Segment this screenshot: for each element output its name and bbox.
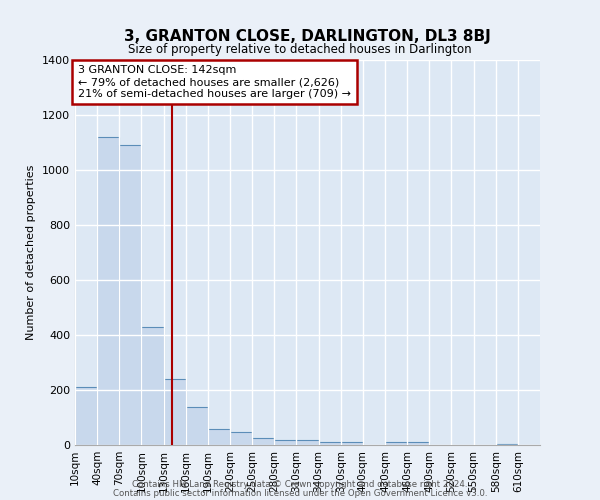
Bar	[164, 379, 186, 445]
Bar	[142, 327, 164, 445]
Y-axis label: Number of detached properties: Number of detached properties	[26, 165, 37, 340]
Bar	[319, 442, 341, 445]
Bar	[119, 145, 142, 445]
Bar	[407, 442, 429, 445]
Bar	[385, 442, 407, 445]
Text: Contains public sector information licensed under the Open Government Licence v3: Contains public sector information licen…	[113, 488, 487, 498]
Text: 3 GRANTON CLOSE: 142sqm
← 79% of detached houses are smaller (2,626)
21% of semi: 3 GRANTON CLOSE: 142sqm ← 79% of detache…	[78, 66, 351, 98]
Bar	[296, 440, 319, 445]
Bar	[230, 432, 252, 445]
Bar	[274, 440, 296, 445]
Title: 3, GRANTON CLOSE, DARLINGTON, DL3 8BJ: 3, GRANTON CLOSE, DARLINGTON, DL3 8BJ	[124, 28, 491, 44]
Bar	[97, 137, 119, 445]
Bar	[75, 387, 97, 445]
Bar	[208, 428, 230, 445]
Text: Contains HM Land Registry data © Crown copyright and database right 2024.: Contains HM Land Registry data © Crown c…	[132, 480, 468, 489]
Bar	[186, 406, 208, 445]
Bar	[252, 438, 274, 445]
Text: Size of property relative to detached houses in Darlington: Size of property relative to detached ho…	[128, 42, 472, 56]
Bar	[341, 442, 363, 445]
Bar	[496, 444, 518, 445]
